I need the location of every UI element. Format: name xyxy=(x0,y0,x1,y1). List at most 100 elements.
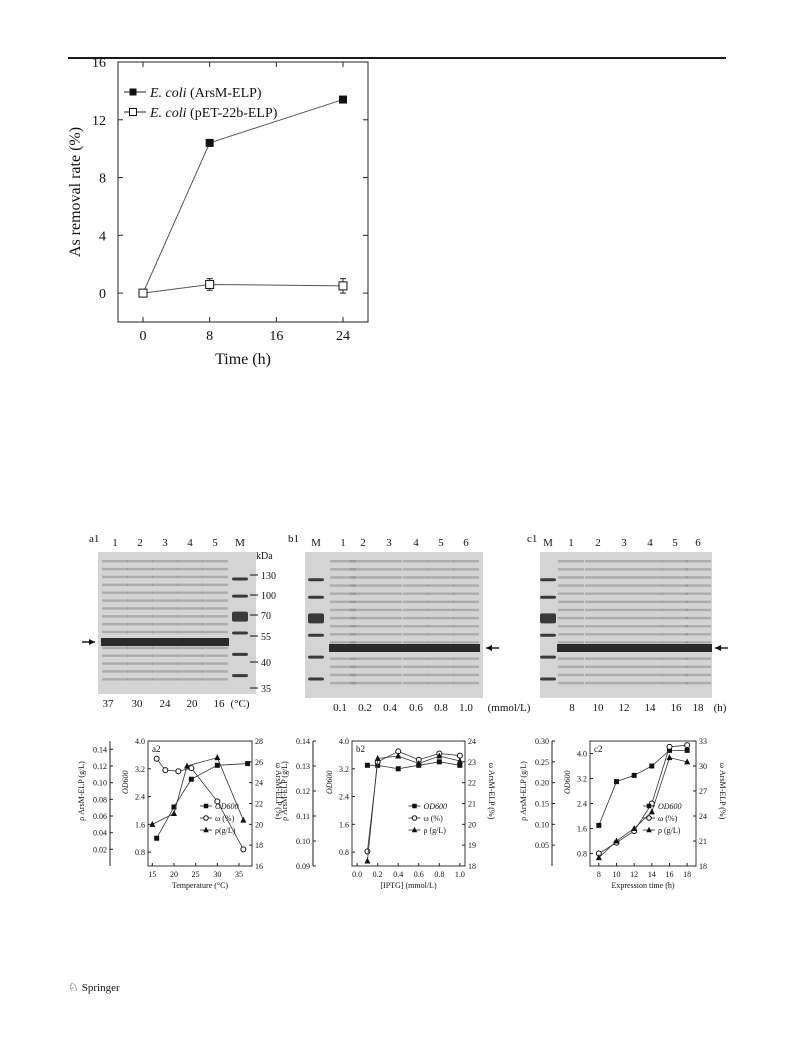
a1-lane-band xyxy=(127,615,153,618)
a1-target-band xyxy=(176,638,204,646)
b1-lane-band xyxy=(453,592,479,595)
main-x-axis-label: Time (h) xyxy=(215,351,271,368)
b1-lane-band xyxy=(350,625,376,628)
c1-lane-band xyxy=(637,608,663,612)
b1-lane-band xyxy=(428,608,454,612)
b2-od-tick-label: 3.2 xyxy=(339,765,349,774)
a1-lane-band xyxy=(152,670,178,673)
c1-lane-band xyxy=(558,584,584,587)
c1-lane-band xyxy=(558,657,584,660)
c2-legend-entry: ρ (g/L) xyxy=(658,826,681,835)
c1-lane-band xyxy=(611,681,637,685)
b2-x-tick-label: 0.4 xyxy=(393,870,403,879)
c1-lane-band xyxy=(662,608,688,612)
main-data-point xyxy=(338,281,348,291)
a2-x-tick-label: 20 xyxy=(170,870,178,879)
b2-rho-tick-label: 0.12 xyxy=(296,787,310,796)
c1-lane-band xyxy=(558,568,584,571)
c1-lane-band xyxy=(585,681,611,685)
b2-od-tick-label: 2.4 xyxy=(339,793,349,802)
b2-od-axis-label: OD600 xyxy=(325,770,334,794)
a1-lane-band xyxy=(127,630,153,634)
b1-lane-band xyxy=(350,584,376,587)
b1-target-band xyxy=(427,644,455,652)
a1-lane-label: M xyxy=(235,537,245,549)
b1-lane-band xyxy=(350,681,376,685)
a1-lane-band xyxy=(152,623,178,626)
a1-lane-band xyxy=(102,654,128,657)
b2-rho-tick-label: 0.14 xyxy=(296,737,310,746)
a2-w-tick-label: 24 xyxy=(255,779,263,788)
b1-lane-band xyxy=(350,600,376,604)
b1-lane-band xyxy=(330,665,356,669)
a1-marker-band xyxy=(232,594,248,598)
b1-lane-band xyxy=(330,641,356,644)
a1-bottom-label: 37 xyxy=(103,698,115,710)
a1-lane-band xyxy=(177,654,203,657)
c1-lane-band xyxy=(611,600,637,604)
b2-x-tick-label: 0.6 xyxy=(414,870,424,879)
b1-lane-band xyxy=(403,592,429,595)
c1-lane-label: 2 xyxy=(595,537,601,549)
a1-lane-band xyxy=(202,567,228,571)
b1-lane-band xyxy=(403,608,429,612)
c1-lane-band xyxy=(585,657,611,660)
a2-panel-label: a2 xyxy=(152,744,161,754)
b1-lane-band xyxy=(428,681,454,685)
c1-lane-band xyxy=(662,568,688,571)
b2-data-point xyxy=(364,857,371,864)
a1-lane-band xyxy=(102,599,128,602)
a1-lane-band xyxy=(177,678,203,681)
b1-lane-band xyxy=(403,560,429,563)
b1-lane-band xyxy=(403,665,429,669)
b1-lane-band xyxy=(350,560,376,563)
c2-data-point xyxy=(684,758,691,765)
c1-lane-band xyxy=(558,633,584,636)
c2-x-tick-label: 10 xyxy=(613,870,621,879)
c2-w-tick-label: 30 xyxy=(699,762,707,771)
c1-lane-band xyxy=(558,560,584,563)
a2-data-point xyxy=(171,810,177,816)
b1-lane-label: 3 xyxy=(386,537,392,549)
b2-data-point xyxy=(374,755,381,761)
c1-lane-band xyxy=(637,641,663,644)
a1-lane-label: 3 xyxy=(162,537,168,549)
c1-target-band xyxy=(684,644,712,652)
b1-lane-band xyxy=(403,633,429,636)
a2-data-point xyxy=(171,804,177,810)
c1-lane-band xyxy=(611,673,637,677)
b1-lane-band xyxy=(330,600,356,604)
a2-od-tick-label: 3.2 xyxy=(135,765,145,774)
a1-lane-band xyxy=(127,654,153,657)
b2-data-point xyxy=(457,762,463,768)
c1-lane-band xyxy=(685,633,711,636)
a1-lane-band xyxy=(102,567,128,571)
a1-lane-band xyxy=(177,583,203,587)
c1-lane-band xyxy=(611,592,637,595)
main-y-tick-label: 8 xyxy=(99,172,106,187)
b1-lane-band xyxy=(376,641,402,644)
a1-lane-label: 5 xyxy=(212,537,218,549)
a2-od-tick-label: 0.8 xyxy=(135,848,145,857)
a1-lane-band xyxy=(177,630,203,634)
a1-target-band xyxy=(126,638,154,646)
b2-data-point xyxy=(436,752,443,759)
a2-data-point xyxy=(184,762,190,769)
b2-legend-marker xyxy=(411,815,418,821)
a1-lane-band xyxy=(202,646,228,650)
b1-lane-band xyxy=(453,673,479,677)
c1-lane-band xyxy=(637,625,663,628)
c2-od-tick-label: 4.0 xyxy=(577,750,587,759)
c2-data-point xyxy=(595,854,602,861)
b2-data-point xyxy=(364,762,370,768)
b1-lane-band xyxy=(376,625,402,628)
c2-x-tick-label: 18 xyxy=(683,870,691,879)
main-y-axis-label: As removal rate (%) xyxy=(67,127,84,257)
b2-x-tick-label: 1.0 xyxy=(455,870,465,879)
c1-lane-band xyxy=(611,657,637,660)
c1-lane-band xyxy=(662,641,688,644)
a1-lane-band xyxy=(202,575,228,579)
b1-lane-band xyxy=(376,600,402,604)
a2-rho-tick-label: 0.04 xyxy=(93,829,107,838)
b1-lane-band xyxy=(453,576,479,579)
